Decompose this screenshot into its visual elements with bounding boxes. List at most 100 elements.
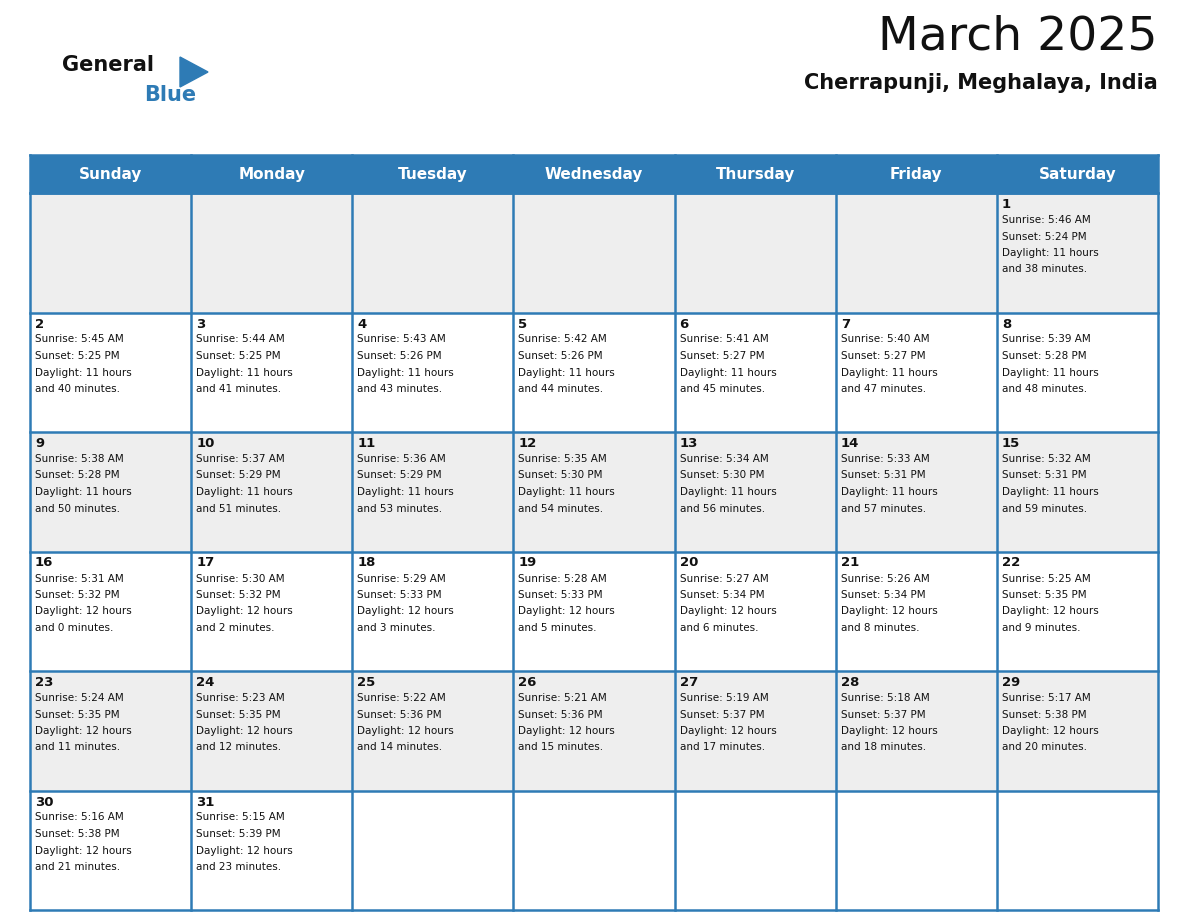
Text: Sunrise: 5:39 AM: Sunrise: 5:39 AM bbox=[1001, 334, 1091, 344]
Text: Sunset: 5:30 PM: Sunset: 5:30 PM bbox=[680, 471, 764, 480]
Bar bbox=[353, 552, 513, 671]
Bar bbox=[353, 312, 513, 432]
Text: Sunrise: 5:36 AM: Sunrise: 5:36 AM bbox=[358, 454, 446, 464]
Bar bbox=[30, 552, 191, 671]
Text: Daylight: 11 hours: Daylight: 11 hours bbox=[680, 487, 776, 497]
Text: Sunset: 5:25 PM: Sunset: 5:25 PM bbox=[196, 351, 280, 361]
Bar bbox=[835, 432, 997, 552]
Text: and 23 minutes.: and 23 minutes. bbox=[196, 862, 282, 872]
Text: and 0 minutes.: and 0 minutes. bbox=[34, 623, 113, 633]
Text: Sunrise: 5:31 AM: Sunrise: 5:31 AM bbox=[34, 574, 124, 584]
Bar bbox=[835, 193, 997, 312]
Bar bbox=[997, 552, 1158, 671]
Text: Sunset: 5:35 PM: Sunset: 5:35 PM bbox=[1001, 590, 1087, 600]
Text: 4: 4 bbox=[358, 318, 367, 330]
Text: Sunset: 5:37 PM: Sunset: 5:37 PM bbox=[841, 710, 925, 720]
Text: Sunrise: 5:42 AM: Sunrise: 5:42 AM bbox=[518, 334, 607, 344]
Bar bbox=[191, 432, 353, 552]
Text: Tuesday: Tuesday bbox=[398, 166, 468, 182]
Text: Thursday: Thursday bbox=[715, 166, 795, 182]
Text: Sunset: 5:38 PM: Sunset: 5:38 PM bbox=[34, 829, 120, 839]
Text: 9: 9 bbox=[34, 437, 44, 450]
Text: 31: 31 bbox=[196, 796, 215, 809]
Text: Saturday: Saturday bbox=[1038, 166, 1117, 182]
Text: and 44 minutes.: and 44 minutes. bbox=[518, 384, 604, 394]
Text: Friday: Friday bbox=[890, 166, 942, 182]
Text: Daylight: 11 hours: Daylight: 11 hours bbox=[34, 367, 132, 377]
Text: 13: 13 bbox=[680, 437, 697, 450]
Text: Sunset: 5:33 PM: Sunset: 5:33 PM bbox=[358, 590, 442, 600]
Bar bbox=[835, 312, 997, 432]
Bar bbox=[353, 193, 513, 312]
Text: and 43 minutes.: and 43 minutes. bbox=[358, 384, 442, 394]
Text: and 5 minutes.: and 5 minutes. bbox=[518, 623, 596, 633]
Bar bbox=[997, 432, 1158, 552]
Text: Daylight: 11 hours: Daylight: 11 hours bbox=[1001, 248, 1099, 258]
Bar bbox=[191, 552, 353, 671]
Text: Sunset: 5:28 PM: Sunset: 5:28 PM bbox=[1001, 351, 1087, 361]
Text: and 53 minutes.: and 53 minutes. bbox=[358, 503, 442, 513]
Text: Sunset: 5:29 PM: Sunset: 5:29 PM bbox=[358, 471, 442, 480]
Text: Daylight: 11 hours: Daylight: 11 hours bbox=[1001, 367, 1099, 377]
Text: Sunrise: 5:46 AM: Sunrise: 5:46 AM bbox=[1001, 215, 1091, 225]
Text: Daylight: 11 hours: Daylight: 11 hours bbox=[358, 487, 454, 497]
Text: and 20 minutes.: and 20 minutes. bbox=[1001, 743, 1087, 753]
Text: and 3 minutes.: and 3 minutes. bbox=[358, 623, 436, 633]
Text: Daylight: 12 hours: Daylight: 12 hours bbox=[841, 726, 937, 736]
Text: Daylight: 12 hours: Daylight: 12 hours bbox=[358, 607, 454, 617]
Text: Sunrise: 5:32 AM: Sunrise: 5:32 AM bbox=[1001, 454, 1091, 464]
Bar bbox=[191, 193, 353, 312]
Text: Daylight: 11 hours: Daylight: 11 hours bbox=[518, 487, 615, 497]
Bar bbox=[835, 790, 997, 910]
Bar bbox=[675, 790, 835, 910]
Text: Daylight: 12 hours: Daylight: 12 hours bbox=[34, 845, 132, 856]
Bar bbox=[30, 790, 191, 910]
Text: Sunrise: 5:27 AM: Sunrise: 5:27 AM bbox=[680, 574, 769, 584]
Text: 15: 15 bbox=[1001, 437, 1020, 450]
Text: 17: 17 bbox=[196, 556, 214, 569]
Text: Sunrise: 5:45 AM: Sunrise: 5:45 AM bbox=[34, 334, 124, 344]
Text: and 40 minutes.: and 40 minutes. bbox=[34, 384, 120, 394]
Bar bbox=[835, 155, 997, 193]
Text: Daylight: 11 hours: Daylight: 11 hours bbox=[34, 487, 132, 497]
Text: and 50 minutes.: and 50 minutes. bbox=[34, 503, 120, 513]
Bar bbox=[513, 432, 675, 552]
Text: Daylight: 12 hours: Daylight: 12 hours bbox=[1001, 726, 1099, 736]
Text: Sunrise: 5:35 AM: Sunrise: 5:35 AM bbox=[518, 454, 607, 464]
Text: Sunday: Sunday bbox=[78, 166, 143, 182]
Text: Daylight: 12 hours: Daylight: 12 hours bbox=[196, 607, 293, 617]
Text: Sunset: 5:28 PM: Sunset: 5:28 PM bbox=[34, 471, 120, 480]
Text: Daylight: 12 hours: Daylight: 12 hours bbox=[680, 726, 776, 736]
Text: and 15 minutes.: and 15 minutes. bbox=[518, 743, 604, 753]
Text: Sunrise: 5:25 AM: Sunrise: 5:25 AM bbox=[1001, 574, 1091, 584]
Text: Sunrise: 5:26 AM: Sunrise: 5:26 AM bbox=[841, 574, 929, 584]
Bar bbox=[513, 155, 675, 193]
Text: Sunset: 5:36 PM: Sunset: 5:36 PM bbox=[518, 710, 604, 720]
Text: 29: 29 bbox=[1001, 676, 1020, 689]
Text: Daylight: 12 hours: Daylight: 12 hours bbox=[518, 607, 615, 617]
Text: 1: 1 bbox=[1001, 198, 1011, 211]
Text: 27: 27 bbox=[680, 676, 697, 689]
Text: 30: 30 bbox=[34, 796, 53, 809]
Text: 14: 14 bbox=[841, 437, 859, 450]
Text: and 17 minutes.: and 17 minutes. bbox=[680, 743, 765, 753]
Text: and 54 minutes.: and 54 minutes. bbox=[518, 503, 604, 513]
Text: Daylight: 12 hours: Daylight: 12 hours bbox=[196, 726, 293, 736]
Text: 19: 19 bbox=[518, 556, 537, 569]
Text: Sunrise: 5:37 AM: Sunrise: 5:37 AM bbox=[196, 454, 285, 464]
Text: Sunrise: 5:15 AM: Sunrise: 5:15 AM bbox=[196, 812, 285, 823]
Text: Daylight: 11 hours: Daylight: 11 hours bbox=[196, 487, 293, 497]
Text: Sunrise: 5:40 AM: Sunrise: 5:40 AM bbox=[841, 334, 929, 344]
Text: Sunrise: 5:16 AM: Sunrise: 5:16 AM bbox=[34, 812, 124, 823]
Bar bbox=[675, 193, 835, 312]
Text: and 9 minutes.: and 9 minutes. bbox=[1001, 623, 1080, 633]
Polygon shape bbox=[181, 57, 208, 87]
Text: Daylight: 12 hours: Daylight: 12 hours bbox=[34, 607, 132, 617]
Bar bbox=[997, 790, 1158, 910]
Text: Sunrise: 5:17 AM: Sunrise: 5:17 AM bbox=[1001, 693, 1091, 703]
Text: Sunset: 5:31 PM: Sunset: 5:31 PM bbox=[1001, 471, 1087, 480]
Bar bbox=[353, 432, 513, 552]
Bar bbox=[675, 432, 835, 552]
Text: 12: 12 bbox=[518, 437, 537, 450]
Bar bbox=[513, 193, 675, 312]
